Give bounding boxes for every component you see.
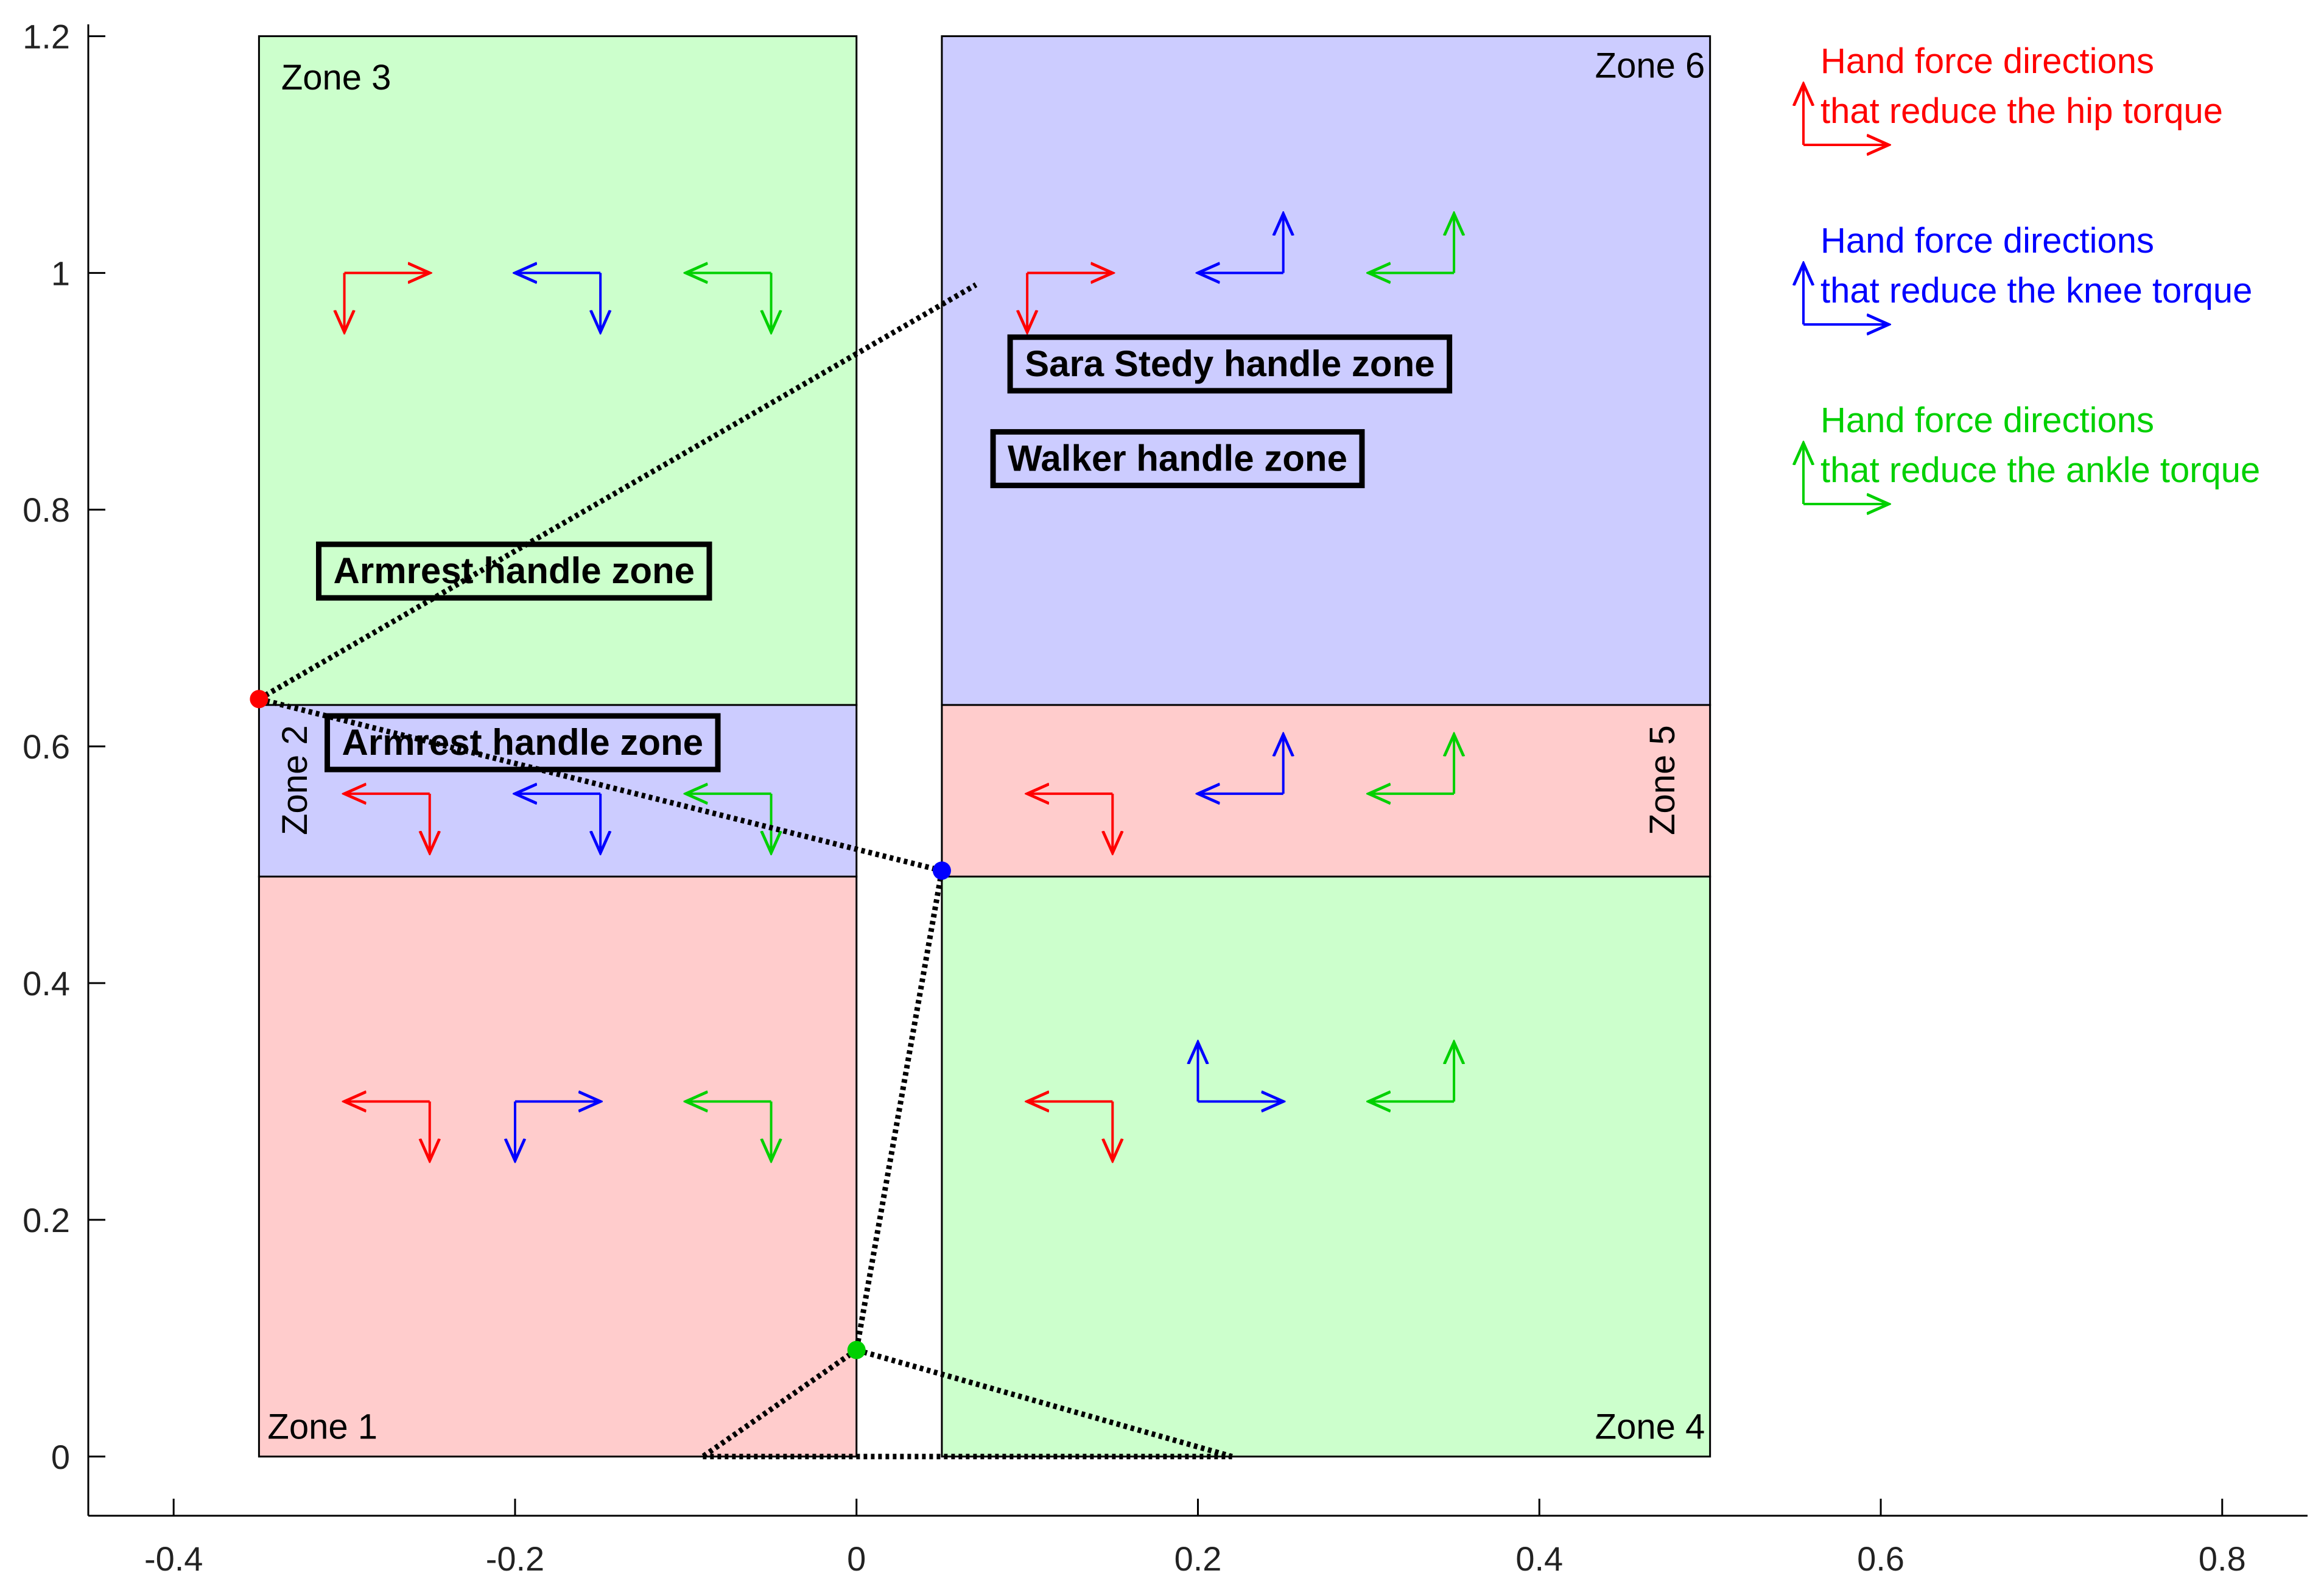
- handle-zone-text: Walker handle zone: [1008, 438, 1347, 478]
- leg-segment: [701, 1348, 858, 1459]
- handle-zone-text: Armrest handle zone: [342, 722, 703, 763]
- zone-label-2: Zone 2: [275, 725, 315, 835]
- legend-text: that reduce the ankle torque: [1820, 450, 2260, 490]
- x-tick-label: 0.8: [2199, 1539, 2246, 1578]
- legend-item-ankle: Hand force directions that reduce the ank…: [1803, 401, 2260, 504]
- legend-text: Hand force directions: [1820, 41, 2154, 81]
- joint-hip: [250, 690, 269, 709]
- x-tick-label: 0.4: [1515, 1539, 1563, 1578]
- handle-zone-label: Sara Stedy handle zone: [1007, 334, 1453, 394]
- direction-arrow-knee: [515, 794, 600, 853]
- zone-label-6: Zone 6: [1595, 46, 1705, 86]
- direction-arrow-knee: [1198, 1042, 1283, 1101]
- direction-arrow-knee: [1198, 735, 1283, 794]
- legend-text: Hand force directions: [1820, 221, 2154, 261]
- direction-arrow-ankle: [686, 1101, 771, 1160]
- handle-zone-label: Armrest handle zone: [316, 541, 712, 601]
- y-tick-label: 0.6: [23, 727, 70, 766]
- y-tick-label: 0: [51, 1438, 70, 1476]
- leg-segments: [258, 282, 1233, 1460]
- zones: [258, 35, 1711, 1458]
- handle-zone-label: Armrest handle zone: [325, 713, 721, 772]
- legend-item-knee: Hand force directions that reduce the kne…: [1803, 221, 2252, 324]
- direction-arrow-ankle: [1369, 1042, 1454, 1101]
- direction-arrow-hip: [1027, 794, 1112, 853]
- handle-zone-box: [1007, 334, 1453, 394]
- direction-arrow-ankle: [686, 794, 771, 853]
- handle-zone-text: Sara Stedy handle zone: [1025, 343, 1435, 384]
- joint-ankle: [847, 1340, 866, 1359]
- zone-rect-6: [941, 35, 1711, 706]
- zone-label-4: Zone 4: [1595, 1407, 1705, 1447]
- legend-text: that reduce the hip torque: [1820, 91, 2223, 131]
- y-tick-label: 0.2: [23, 1201, 70, 1239]
- x-tick-label: -0.2: [486, 1539, 545, 1578]
- direction-arrow-knee: [515, 273, 600, 332]
- direction-arrow-hip: [1027, 1101, 1112, 1160]
- x-tick-label: 0: [847, 1539, 866, 1578]
- handle-zone-labels: Sara Stedy handle zone Walker handle zone…: [316, 334, 1453, 772]
- direction-arrow-hip: [345, 794, 430, 853]
- zone-label-1: Zone 1: [267, 1407, 377, 1447]
- handle-zone-label: Walker handle zone: [990, 429, 1365, 488]
- axes: -0.4 -0.2 0 0.2 0.4 0.6 0.8 0 0.2 0.4 0.6 0.8 1 1.2: [23, 17, 2308, 1578]
- x-tick-label: 0.2: [1174, 1539, 1222, 1578]
- direction-arrows: [345, 214, 1455, 1161]
- legend-text: Hand force directions: [1820, 401, 2154, 440]
- x-tick-label: 0.6: [1857, 1539, 1904, 1578]
- zone-label-3: Zone 3: [281, 58, 391, 97]
- leg-segment: [854, 870, 945, 1351]
- handle-zone-box: [316, 541, 712, 601]
- handle-zone-box: [325, 713, 721, 772]
- handle-zone-text: Armrest handle zone: [334, 550, 695, 591]
- direction-arrow-hip: [345, 1101, 430, 1160]
- handle-zone-box: [990, 429, 1365, 488]
- legend-text: that reduce the knee torque: [1820, 271, 2252, 310]
- joint-knee: [932, 861, 951, 880]
- zone-label-5: Zone 5: [1643, 725, 1682, 835]
- y-tick-label: 1.2: [23, 17, 70, 55]
- leg-segment: [258, 696, 943, 874]
- leg-segment: [258, 282, 978, 702]
- direction-arrow-ankle: [686, 273, 771, 332]
- direction-arrow-hip: [345, 273, 430, 332]
- y-tick-label: 0.4: [23, 964, 70, 1003]
- y-tick-label: 1: [51, 254, 70, 292]
- zone-labels: Zone 1 Zone 2 Zone 3 Zone 4 Zone 5 Zone 6: [267, 46, 1705, 1447]
- direction-arrow-ankle: [1369, 214, 1454, 273]
- x-tick-label: -0.4: [144, 1539, 203, 1578]
- joints: [250, 690, 951, 1359]
- y-tick-label: 0.8: [23, 491, 70, 529]
- zone-rect-1: [258, 875, 858, 1458]
- zone-rect-5: [941, 704, 1711, 878]
- zone-rect-4: [941, 875, 1711, 1458]
- direction-arrow-knee: [1198, 214, 1283, 273]
- direction-arrow-hip: [1027, 273, 1112, 332]
- direction-arrow-ankle: [1369, 735, 1454, 794]
- legend: Hand force directions that reduce the hip…: [1803, 41, 2260, 504]
- legend-item-hip: Hand force directions that reduce the hip…: [1803, 41, 2223, 145]
- zone-rect-3: [258, 35, 858, 706]
- direction-arrow-knee: [515, 1101, 600, 1160]
